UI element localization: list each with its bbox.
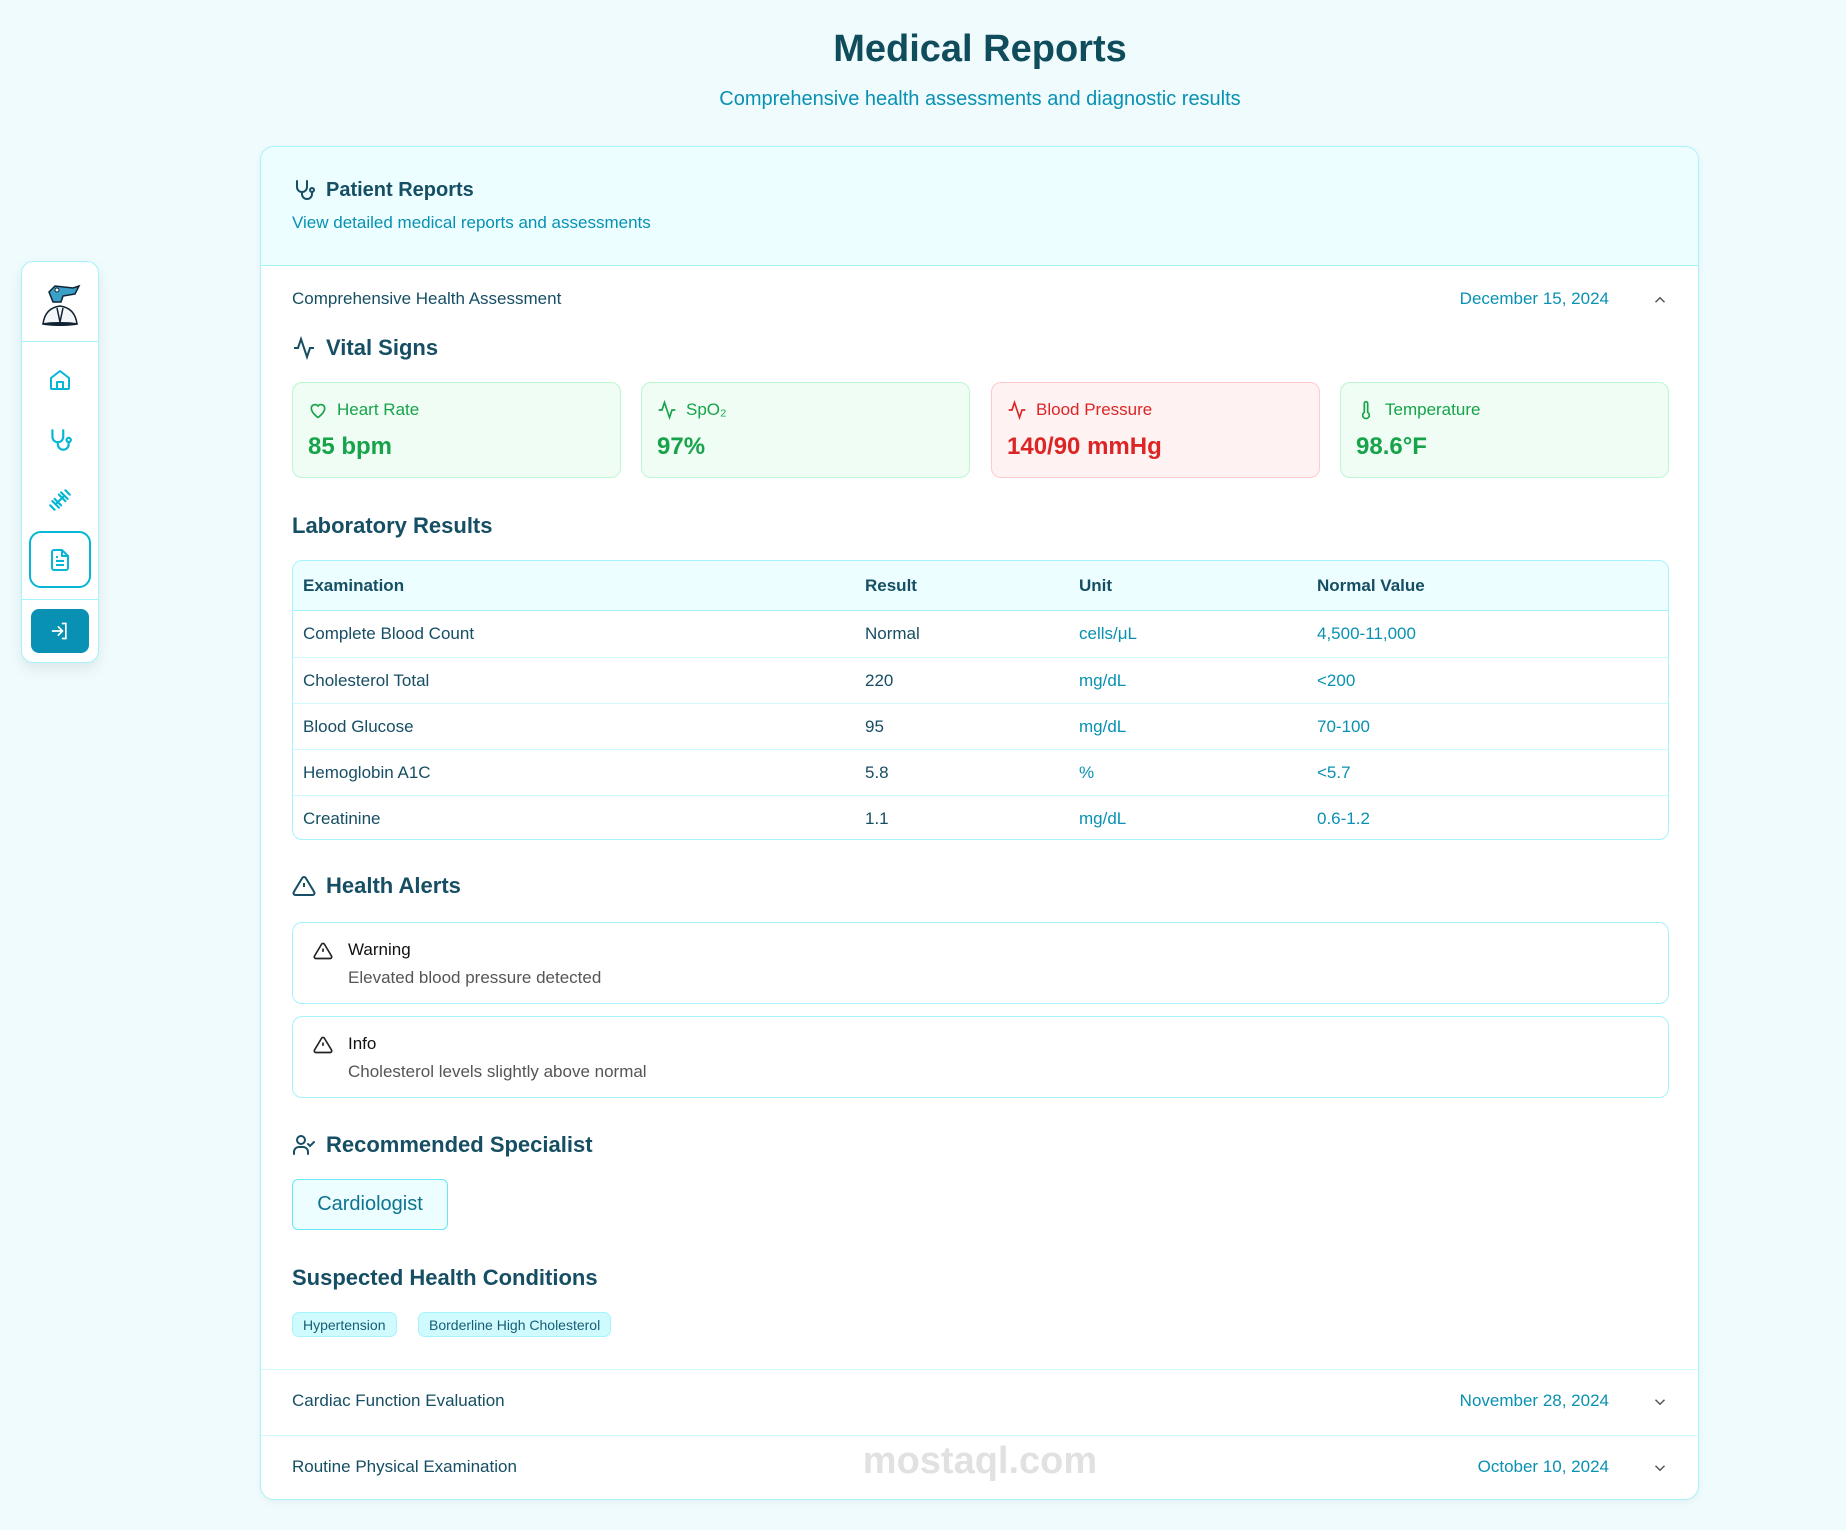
vital-card-heart-rate: Heart Rate 85 bpm xyxy=(292,382,621,478)
page-title: Medical Reports xyxy=(833,28,1127,70)
sidebar-item-reports[interactable] xyxy=(29,531,91,588)
page-subtitle: Comprehensive health assessments and dia… xyxy=(719,88,1241,110)
vital-signs-heading: Vital Signs xyxy=(292,335,438,361)
column-header: Result xyxy=(865,575,917,595)
card-header: Patient Reports View detailed medical re… xyxy=(261,147,1698,266)
alert-warning: Warning Elevated blood pressure detected xyxy=(292,922,1669,1004)
patient-reports-card: Patient Reports View detailed medical re… xyxy=(260,146,1699,1500)
report-accordion-header[interactable]: Routine Physical Examination October 10,… xyxy=(261,1435,1698,1499)
vital-value: 85 bpm xyxy=(308,433,393,460)
sidebar xyxy=(21,261,99,663)
table-row: Creatinine 1.1 mg/dL 0.6-1.2 xyxy=(293,795,1668,839)
vital-card-blood-pressure: Blood Pressure 140/90 mmHg xyxy=(991,382,1320,478)
alert-type: Warning xyxy=(348,940,411,959)
cell-unit: mg/dL xyxy=(1079,808,1127,828)
table-row: Complete Blood Count Normal cells/μL 4,500-… xyxy=(293,611,1668,657)
vital-signs-title: Vital Signs xyxy=(326,335,439,360)
cell-result: 5.8 xyxy=(865,762,889,782)
report-accordion-header[interactable]: Comprehensive Health Assessment December… xyxy=(261,266,1698,332)
home-icon[interactable] xyxy=(22,365,98,395)
table-header: Examination Result Unit Normal Value xyxy=(293,561,1668,611)
report-title: Cardiac Function Evaluation xyxy=(292,1391,505,1410)
report-date: October 10, 2024 xyxy=(1477,1457,1609,1476)
suspected-conditions-heading: Suspected Health Conditions xyxy=(292,1265,598,1290)
cell-examination: Complete Blood Count xyxy=(303,624,475,643)
report-accordion-header[interactable]: Cardiac Function Evaluation November 28,… xyxy=(261,1369,1698,1435)
file-text-icon xyxy=(51,548,69,571)
table-row: Hemoglobin A1C 5.8% <5.7 xyxy=(293,749,1668,795)
alert-type: Info xyxy=(348,1034,377,1053)
table-row: Blood Glucose 95 mg/dL 70-100 xyxy=(293,703,1668,749)
alert-message: Elevated blood pressure detected xyxy=(348,968,602,987)
vital-card-temperature: Temperature 98.6°F xyxy=(1340,382,1669,478)
cell-normal: 4,500-11,000 xyxy=(1317,624,1416,643)
vital-label: SpO₂ xyxy=(686,400,727,419)
chevron-down-icon[interactable] xyxy=(1651,1459,1669,1477)
activity-icon xyxy=(1008,400,1026,420)
alert-info: Info Cholesterol levels slightly above n… xyxy=(292,1016,1669,1098)
vital-card-spo2: SpO₂ 97% xyxy=(641,382,970,478)
health-alerts-heading: Health Alerts xyxy=(292,873,461,899)
watermark: mostaql.com xyxy=(862,1440,1098,1482)
cell-normal: <200 xyxy=(1317,670,1356,690)
activity-icon xyxy=(658,400,676,420)
vital-value: 140/90 mmHg xyxy=(1007,433,1162,460)
alert-message: Cholesterol levels slightly above normal xyxy=(348,1062,647,1081)
cell-unit: mg/dL xyxy=(1079,716,1127,736)
cell-unit: % xyxy=(1079,762,1095,782)
condition-tag: Hypertension xyxy=(292,1312,397,1337)
activity-icon xyxy=(294,336,314,360)
stethoscope-icon xyxy=(296,180,315,200)
cell-unit: mg/dL xyxy=(1079,670,1127,690)
report-date: November 28, 2024 xyxy=(1459,1391,1609,1410)
cell-normal: 0.6-1.2 xyxy=(1317,808,1370,828)
thermometer-icon xyxy=(1361,400,1371,420)
cell-examination: Creatinine xyxy=(303,808,381,828)
user-check-icon xyxy=(293,1135,315,1155)
cell-result: 1.1 xyxy=(865,808,889,828)
column-header: Examination xyxy=(303,575,405,595)
report-date: December 15, 2024 xyxy=(1459,289,1609,308)
cell-normal: <5.7 xyxy=(1317,762,1351,782)
specialist-cardiologist-button[interactable]: Cardiologist xyxy=(292,1179,448,1230)
dumbbell-icon[interactable] xyxy=(22,485,98,515)
cell-result: Normal xyxy=(865,624,920,643)
alert-triangle-icon xyxy=(313,942,333,960)
alert-triangle-icon xyxy=(313,1036,333,1054)
chevron-up-icon[interactable] xyxy=(1651,291,1669,309)
card-title: Patient Reports xyxy=(326,178,474,201)
vital-label: Blood Pressure xyxy=(1036,400,1153,419)
column-header: Normal Value xyxy=(1317,575,1425,595)
vital-value: 98.6°F xyxy=(1356,433,1427,460)
specialist-title: Recommended Specialist xyxy=(326,1132,593,1157)
cell-normal: 70-100 xyxy=(1317,716,1370,736)
vital-label: Temperature xyxy=(1385,400,1481,419)
cell-result: 220 xyxy=(865,670,894,690)
vital-label: Heart Rate xyxy=(337,400,420,419)
crocodile-doctor-logo[interactable] xyxy=(22,276,98,332)
condition-tag: Borderline High Cholesterol xyxy=(418,1312,612,1337)
lab-results-table: Examination Result Unit Normal Value Com… xyxy=(292,560,1669,840)
column-header: Unit xyxy=(1079,575,1113,595)
vital-value: 97% xyxy=(657,433,706,460)
health-alerts-title: Health Alerts xyxy=(326,873,461,898)
card-subtitle: View detailed medical reports and assess… xyxy=(292,213,651,232)
stethoscope-icon[interactable] xyxy=(22,425,98,455)
log-in-icon xyxy=(51,622,67,640)
table-row: Cholesterol Total 220 mg/dL <200 xyxy=(293,657,1668,703)
chevron-down-icon[interactable] xyxy=(1651,1393,1669,1411)
cell-unit: cells/μL xyxy=(1079,624,1137,643)
recommended-specialist-heading: Recommended Specialist xyxy=(292,1132,593,1158)
cell-examination: Hemoglobin A1C xyxy=(303,762,431,782)
cell-examination: Blood Glucose xyxy=(303,716,414,736)
login-button[interactable] xyxy=(31,609,89,653)
alert-triangle-icon xyxy=(292,875,316,896)
report-title: Routine Physical Examination xyxy=(292,1457,517,1476)
lab-results-heading: Laboratory Results xyxy=(292,513,493,538)
cell-result: 95 xyxy=(865,716,884,736)
cell-examination: Cholesterol Total xyxy=(303,670,430,690)
report-title: Comprehensive Health Assessment xyxy=(292,289,562,308)
heart-icon xyxy=(310,403,326,419)
